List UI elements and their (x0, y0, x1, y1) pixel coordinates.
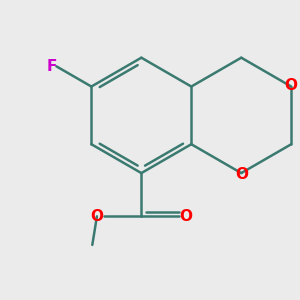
Text: O: O (285, 78, 298, 93)
Text: O: O (90, 209, 104, 224)
Text: F: F (46, 59, 57, 74)
Text: O: O (235, 167, 248, 182)
Text: O: O (179, 209, 192, 224)
